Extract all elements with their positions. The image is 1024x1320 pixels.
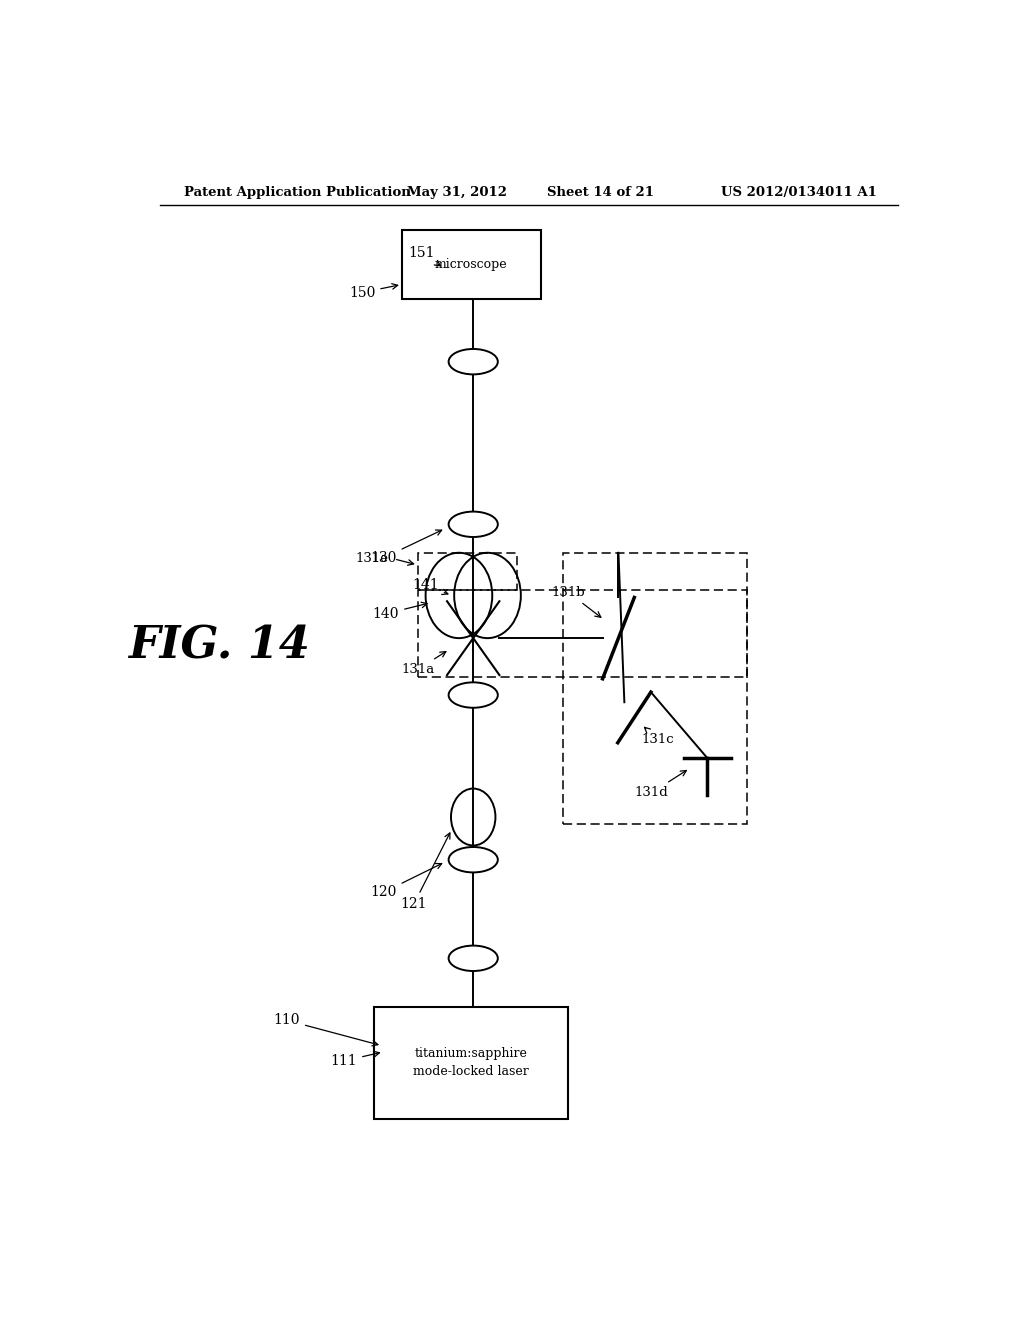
- Text: 110: 110: [273, 1014, 378, 1045]
- Text: titanium:sapphire
mode-locked laser: titanium:sapphire mode-locked laser: [414, 1048, 529, 1078]
- Bar: [401, 230, 541, 298]
- Text: 131d: 131d: [635, 771, 686, 799]
- Text: Sheet 14 of 21: Sheet 14 of 21: [547, 186, 653, 199]
- Ellipse shape: [449, 682, 498, 708]
- Ellipse shape: [449, 945, 498, 972]
- Ellipse shape: [449, 847, 498, 873]
- Text: US 2012/0134011 A1: US 2012/0134011 A1: [721, 186, 877, 199]
- Text: 140: 140: [373, 602, 427, 620]
- Text: 141: 141: [413, 578, 447, 594]
- Bar: [374, 1007, 568, 1119]
- Text: 131c: 131c: [642, 727, 675, 746]
- Text: FIG. 14: FIG. 14: [128, 624, 310, 668]
- Bar: [418, 590, 748, 677]
- Text: microscope: microscope: [435, 257, 508, 271]
- Ellipse shape: [449, 512, 498, 537]
- Text: May 31, 2012: May 31, 2012: [408, 186, 507, 199]
- Text: 121: 121: [400, 833, 450, 911]
- Text: 150: 150: [349, 284, 397, 300]
- Ellipse shape: [449, 348, 498, 375]
- Text: 130: 130: [371, 531, 441, 565]
- Text: 120: 120: [371, 863, 441, 899]
- Text: Patent Application Publication: Patent Application Publication: [183, 186, 411, 199]
- Text: 131a: 131a: [401, 652, 445, 676]
- Bar: [418, 553, 517, 590]
- Text: 111: 111: [331, 1051, 380, 1068]
- Bar: [563, 553, 748, 824]
- Text: 151: 151: [409, 246, 440, 265]
- Text: 131e: 131e: [356, 552, 389, 565]
- Text: 131b: 131b: [552, 586, 601, 618]
